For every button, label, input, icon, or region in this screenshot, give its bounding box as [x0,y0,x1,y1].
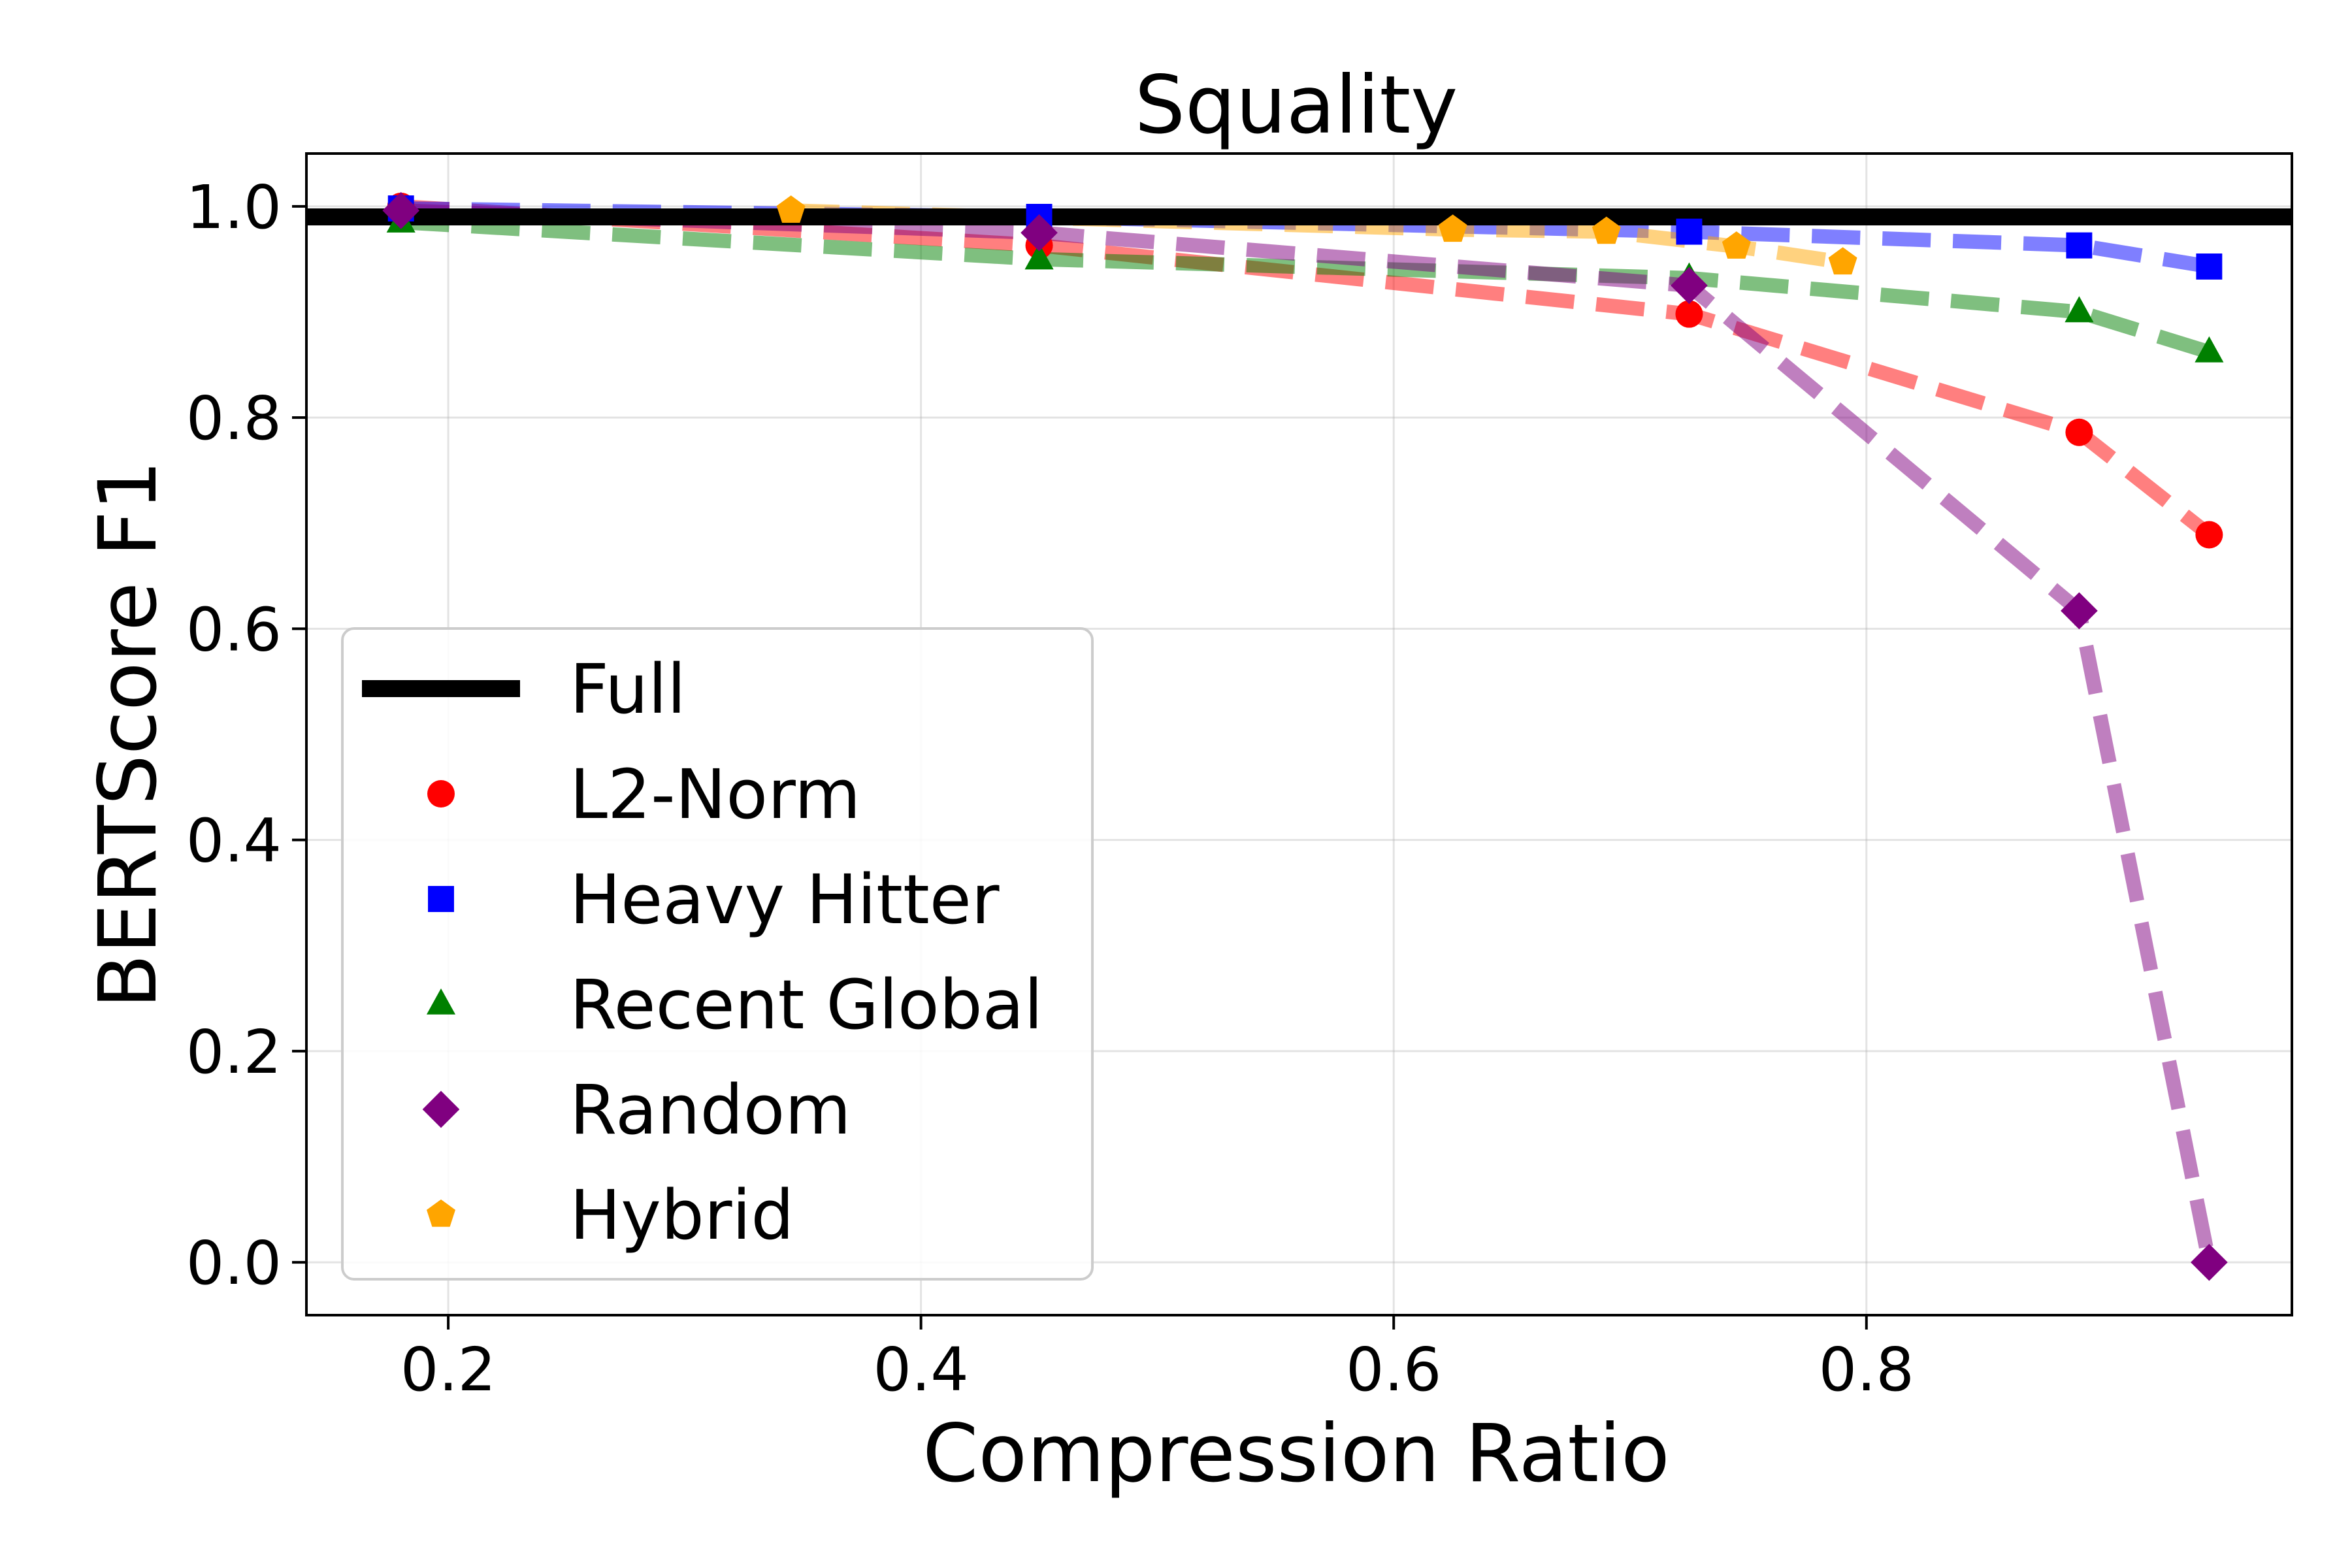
y-tick-label: 0.2 [186,1017,282,1087]
y-tick-label: 0.6 [186,595,282,664]
data-point-hybrid [1592,216,1621,244]
x-axis-title: Compression Ratio [923,1407,1670,1500]
data-point-l2-norm [2195,521,2223,549]
plot-area [306,191,2292,1281]
legend-label-l2-norm: L2-Norm [570,755,860,834]
x-axis-ticks: 0.2 0.4 0.6 0.8 [400,1315,1914,1405]
chart-title: Squality [1135,59,1458,152]
legend-label-random: Random [570,1070,851,1150]
legend: Full L2-Norm Heavy Hitter Recent Global Rand… [341,627,1094,1281]
data-point-random [1021,214,1058,252]
series-line-l2-norm [400,199,2214,541]
data-point-recent-global [2065,296,2094,323]
y-tick-label: 0.0 [186,1228,282,1298]
data-point-l2-norm [1675,300,1703,328]
data-point-random [1671,267,1708,304]
data-point-random [382,191,420,229]
y-axis-ticks: 0.0 0.2 0.4 0.6 0.8 1.0 [186,172,306,1298]
data-point-heavy-hitter [2196,253,2223,280]
data-point-random [2191,1243,2228,1281]
legend-label-recent-global: Recent Global [570,965,1043,1045]
legend-label-full: Full [570,649,686,729]
data-point-heavy-hitter [1676,218,1703,245]
y-axis-title: BERTScore F1 [82,460,174,1008]
data-point-heavy-hitter [2066,232,2093,259]
y-tick-label: 1.0 [186,172,282,242]
plot-frame [305,152,2293,1316]
legend-swatch-hybrid [427,1199,455,1227]
data-point-hybrid [1828,247,1857,275]
legend-swatch-l2-norm [427,780,455,808]
data-point-hybrid [1438,214,1467,242]
x-tick-label: 0.4 [873,1335,968,1405]
legend-box [341,627,1094,1281]
data-point-hybrid [776,195,806,223]
x-tick-label: 0.6 [1346,1335,1441,1405]
legend-swatch-recent-global [426,988,456,1015]
legend-label-hybrid: Hybrid [570,1175,794,1255]
data-point-l2-norm [2065,418,2093,446]
legend-swatch-heavy-hitter [428,886,454,912]
data-point-random [2061,592,2098,630]
data-point-recent-global [2195,336,2224,363]
series-line-recent-global [400,215,2212,359]
x-tick-label: 0.8 [1819,1335,1914,1405]
data-point-recent-global [1024,243,1054,270]
legend-swatch-random [422,1090,460,1128]
y-tick-label: 0.8 [186,384,282,453]
y-tick-label: 0.4 [186,806,282,876]
x-tick-label: 0.2 [400,1335,496,1405]
data-point-hybrid [1722,231,1751,259]
legend-label-heavy-hitter: Heavy Hitter [570,860,1000,939]
